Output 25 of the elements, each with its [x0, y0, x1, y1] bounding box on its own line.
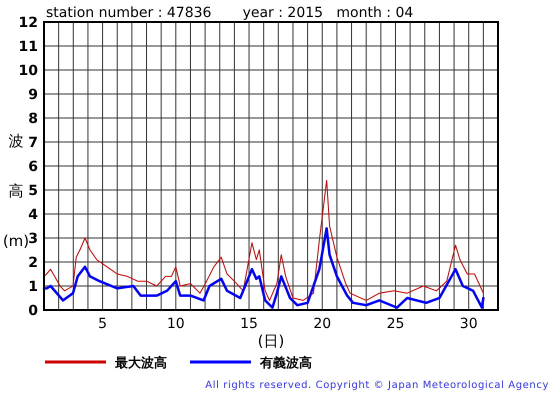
legend-label: 有義波高: [259, 355, 312, 371]
y-tick-label: 4: [28, 207, 38, 223]
y-tick-label: 0: [28, 303, 38, 319]
x-tick-label: 25: [386, 316, 404, 332]
y-tick-label: 3: [28, 231, 38, 247]
x-tick-label: 30: [460, 316, 478, 332]
y-tick-label: 7: [28, 135, 38, 151]
legend-label: 最大波高: [114, 355, 167, 371]
y-tick-label: 1: [28, 279, 38, 295]
y-tick-label: 2: [28, 255, 38, 271]
x-axis-title: (日): [258, 332, 284, 350]
text: All rights reserved. Copyright © Japan Meteorological Agency: [205, 380, 549, 391]
x-tick-label: 10: [166, 316, 185, 332]
y-tick-label: 6: [28, 159, 38, 175]
y-tick-label: 5: [28, 183, 38, 199]
x-tick-label: 15: [240, 316, 258, 332]
chart-title: station number : 47836 year : 2015 month : 04: [46, 5, 414, 21]
x-tick-label: 5: [98, 316, 108, 332]
y-tick-label: 11: [18, 39, 38, 55]
y-tick-label: 9: [28, 87, 38, 103]
y-tick-label: 10: [18, 63, 38, 79]
x-tick-label: 20: [313, 316, 332, 332]
y-tick-label: 8: [28, 111, 38, 127]
y-tick-label: 12: [18, 15, 38, 31]
text: 波高(m): [2, 132, 30, 250]
